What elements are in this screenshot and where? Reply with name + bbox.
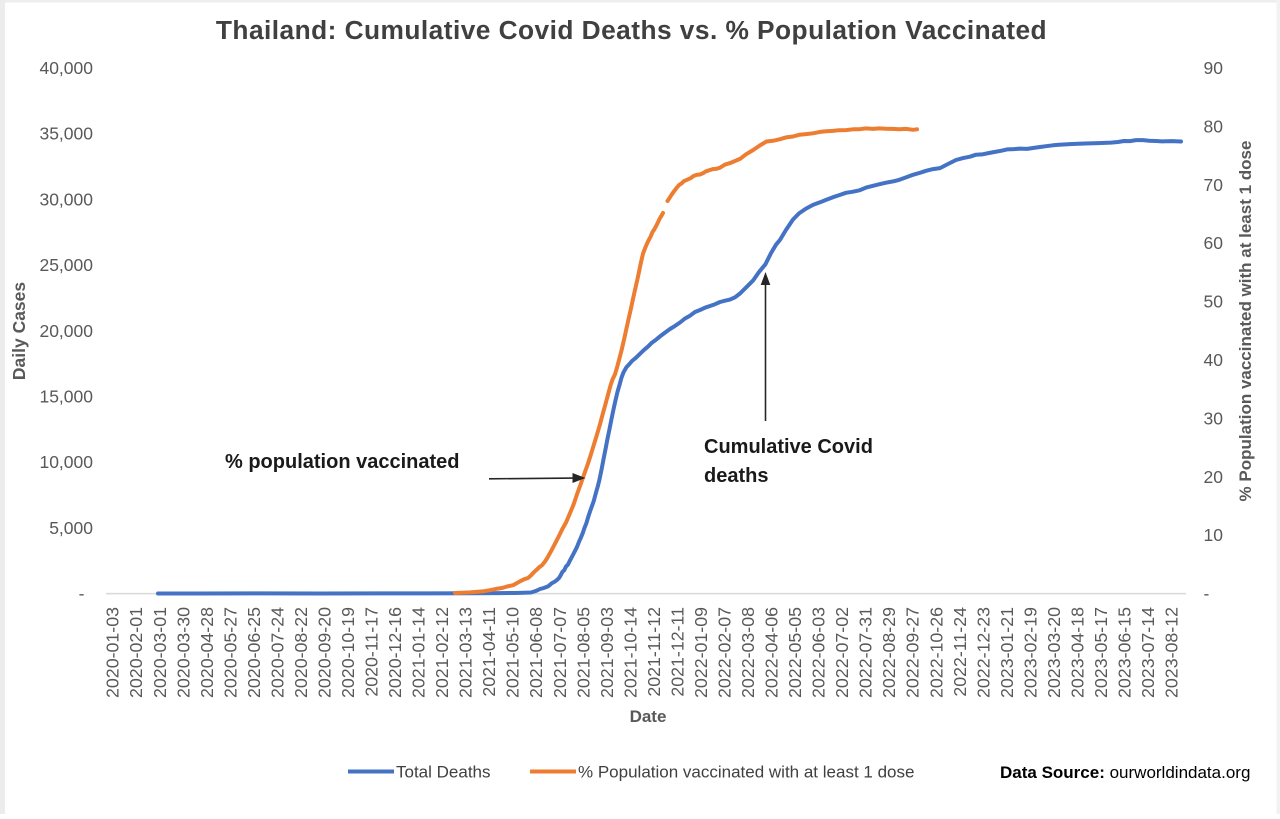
svg-text:2022-07-31: 2022-07-31 xyxy=(856,607,876,698)
svg-text:2020-09-20: 2020-09-20 xyxy=(315,607,335,698)
svg-text:30,000: 30,000 xyxy=(39,189,93,209)
svg-text:2021-12-11: 2021-12-11 xyxy=(667,607,687,697)
svg-text:2022-03-08: 2022-03-08 xyxy=(738,607,758,698)
svg-text:Date: Date xyxy=(630,707,667,726)
svg-text:2021-08-05: 2021-08-05 xyxy=(573,607,593,698)
svg-text:2023-04-18: 2023-04-18 xyxy=(1067,607,1087,698)
svg-text:Data Source: ourworldindata.or: Data Source: ourworldindata.org xyxy=(1000,763,1250,782)
svg-text:Daily Cases: Daily Cases xyxy=(9,282,29,381)
svg-text:2022-02-07: 2022-02-07 xyxy=(715,607,735,698)
svg-text:Total Deaths: Total Deaths xyxy=(396,763,491,782)
svg-text:2022-06-03: 2022-06-03 xyxy=(809,607,829,698)
svg-text:2020-07-24: 2020-07-24 xyxy=(267,607,287,698)
svg-text:20,000: 20,000 xyxy=(39,321,93,341)
svg-text:80: 80 xyxy=(1204,116,1224,136)
svg-text:% Population vaccinated with a: % Population vaccinated with at least 1 … xyxy=(578,763,914,782)
svg-text:2021-10-14: 2021-10-14 xyxy=(620,607,640,698)
svg-text:2022-05-05: 2022-05-05 xyxy=(785,607,805,698)
svg-text:2021-04-11: 2021-04-11 xyxy=(479,607,499,697)
svg-text:10,000: 10,000 xyxy=(39,452,93,472)
svg-text:2021-06-08: 2021-06-08 xyxy=(526,607,546,698)
svg-text:% population vaccinated: % population vaccinated xyxy=(225,451,459,473)
svg-text:2021-02-12: 2021-02-12 xyxy=(432,607,452,698)
svg-text:2022-08-29: 2022-08-29 xyxy=(879,607,899,698)
svg-text:30: 30 xyxy=(1204,408,1224,428)
svg-text:10: 10 xyxy=(1204,525,1224,545)
svg-text:% Population vaccinated with a: % Population vaccinated with at least 1 … xyxy=(1236,141,1255,502)
svg-text:2021-11-12: 2021-11-12 xyxy=(644,607,664,697)
svg-text:35,000: 35,000 xyxy=(39,124,93,144)
svg-text:2022-07-02: 2022-07-02 xyxy=(832,607,852,698)
svg-text:2022-11-24: 2022-11-24 xyxy=(950,607,970,697)
svg-text:2020-01-03: 2020-01-03 xyxy=(103,607,123,698)
svg-text:2020-08-22: 2020-08-22 xyxy=(291,607,311,698)
svg-text:2023-07-14: 2023-07-14 xyxy=(1138,607,1158,698)
svg-text:2022-09-27: 2022-09-27 xyxy=(903,607,923,698)
svg-text:15,000: 15,000 xyxy=(39,387,93,407)
svg-text:2022-10-26: 2022-10-26 xyxy=(926,607,946,698)
svg-text:2021-05-10: 2021-05-10 xyxy=(503,607,523,698)
svg-text:2020-03-01: 2020-03-01 xyxy=(150,607,170,698)
svg-text:2021-07-07: 2021-07-07 xyxy=(550,607,570,698)
svg-text:2023-08-12: 2023-08-12 xyxy=(1162,607,1182,698)
svg-text:25,000: 25,000 xyxy=(39,255,93,275)
svg-text:20: 20 xyxy=(1204,467,1224,487)
svg-text:2023-05-17: 2023-05-17 xyxy=(1091,607,1111,698)
svg-text:2020-06-25: 2020-06-25 xyxy=(244,607,264,698)
svg-text:2022-12-23: 2022-12-23 xyxy=(973,607,993,698)
svg-text:60: 60 xyxy=(1204,233,1224,253)
svg-text:Cumulative Covid: Cumulative Covid xyxy=(704,436,873,458)
svg-text:2023-06-15: 2023-06-15 xyxy=(1115,607,1135,698)
svg-text:40: 40 xyxy=(1204,350,1224,370)
svg-text:2020-05-27: 2020-05-27 xyxy=(220,607,240,698)
svg-text:deaths: deaths xyxy=(704,465,768,487)
svg-text:2021-09-03: 2021-09-03 xyxy=(597,607,617,698)
svg-text:90: 90 xyxy=(1204,58,1224,78)
svg-text:2023-02-19: 2023-02-19 xyxy=(1020,607,1040,698)
svg-text:2020-12-16: 2020-12-16 xyxy=(385,607,405,698)
svg-text:70: 70 xyxy=(1204,175,1224,195)
svg-text:-: - xyxy=(79,584,85,604)
svg-text:-: - xyxy=(1204,584,1210,604)
svg-text:2023-01-21: 2023-01-21 xyxy=(997,607,1017,698)
svg-text:40,000: 40,000 xyxy=(39,58,93,78)
svg-text:2022-01-09: 2022-01-09 xyxy=(691,607,711,698)
svg-text:2020-11-17: 2020-11-17 xyxy=(362,607,382,697)
svg-text:2020-03-30: 2020-03-30 xyxy=(173,607,193,698)
svg-text:2020-04-28: 2020-04-28 xyxy=(197,607,217,698)
svg-text:50: 50 xyxy=(1204,292,1224,312)
svg-text:Thailand: Cumulative Covid Dea: Thailand: Cumulative Covid Deaths vs. % … xyxy=(216,15,1047,45)
svg-text:2020-02-01: 2020-02-01 xyxy=(126,607,146,698)
svg-text:2022-04-06: 2022-04-06 xyxy=(762,607,782,698)
svg-text:2023-03-20: 2023-03-20 xyxy=(1044,607,1064,698)
svg-text:5,000: 5,000 xyxy=(49,518,93,538)
svg-text:2021-01-14: 2021-01-14 xyxy=(409,607,429,698)
svg-text:2021-03-13: 2021-03-13 xyxy=(456,607,476,698)
svg-text:2020-10-19: 2020-10-19 xyxy=(338,607,358,698)
